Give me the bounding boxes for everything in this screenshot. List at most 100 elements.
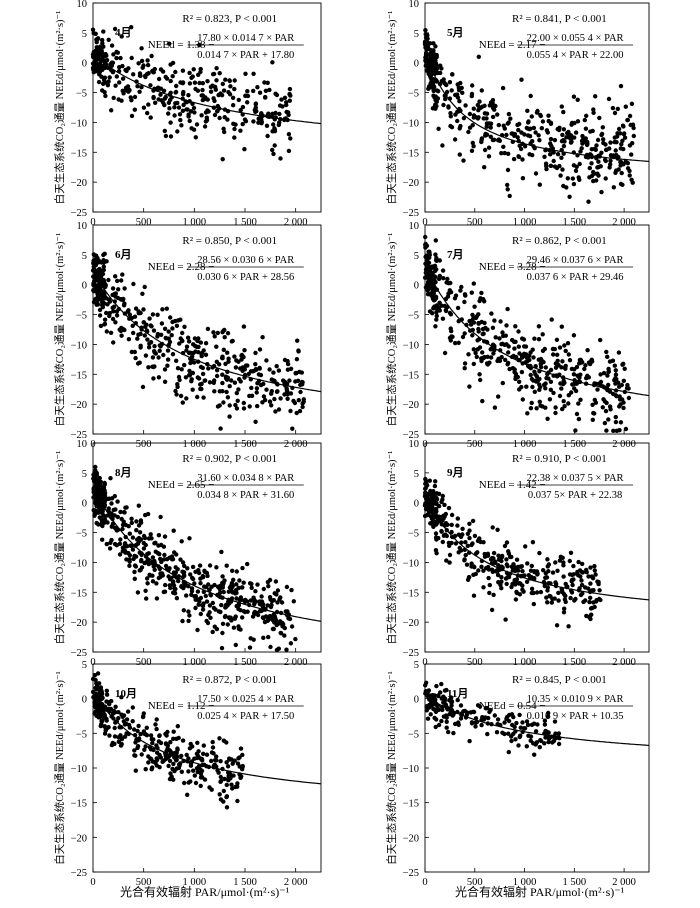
data-point — [171, 528, 176, 533]
data-point — [271, 151, 276, 157]
data-point — [528, 406, 534, 411]
data-point — [465, 710, 470, 715]
data-point — [467, 738, 472, 744]
data-point — [220, 372, 225, 377]
data-point — [268, 614, 273, 619]
data-point — [483, 325, 488, 331]
data-point — [153, 100, 158, 106]
data-point — [130, 323, 135, 328]
data-point — [474, 551, 479, 556]
data-point — [118, 509, 123, 515]
r-squared-label: R² = 0.862, P < 0.001 — [512, 235, 607, 247]
data-point — [91, 472, 96, 477]
data-point — [146, 760, 151, 765]
data-point — [425, 260, 431, 265]
data-point — [133, 306, 139, 311]
data-point — [183, 375, 189, 380]
data-point — [100, 271, 106, 277]
data-point — [610, 358, 616, 363]
data-point — [588, 129, 593, 134]
data-point — [142, 535, 148, 541]
data-point — [91, 64, 97, 69]
data-point — [233, 784, 238, 790]
data-point — [119, 695, 124, 700]
data-point — [561, 610, 567, 615]
data-point — [449, 125, 455, 130]
data-point — [556, 741, 562, 747]
data-point — [236, 585, 241, 591]
data-point — [494, 730, 500, 735]
data-point — [434, 313, 439, 319]
data-point — [438, 70, 443, 76]
data-point — [496, 137, 501, 142]
data-point — [111, 507, 116, 513]
data-point — [551, 352, 556, 357]
data-point — [255, 582, 260, 587]
data-point — [513, 354, 519, 360]
y-tick-label: −5 — [76, 529, 87, 540]
data-point — [468, 328, 473, 333]
data-point — [517, 592, 523, 597]
data-point — [561, 109, 566, 115]
month-label: 10月 — [115, 687, 137, 700]
data-point — [108, 476, 113, 481]
data-point — [591, 110, 596, 116]
data-point — [480, 398, 485, 404]
data-point — [170, 766, 175, 772]
y-tick-label: −10 — [71, 340, 87, 351]
data-point — [95, 299, 100, 304]
data-point — [293, 379, 298, 384]
data-point — [262, 397, 268, 403]
data-point — [198, 611, 203, 617]
data-point — [471, 572, 476, 577]
data-point — [491, 550, 497, 556]
data-point — [205, 326, 211, 332]
data-point — [455, 305, 461, 311]
data-point — [211, 96, 216, 101]
data-point — [251, 88, 256, 94]
data-point — [231, 577, 236, 582]
data-point — [593, 572, 598, 577]
r-squared-label: R² = 0.850, P < 0.001 — [182, 235, 277, 247]
month-label: 11月 — [447, 687, 468, 700]
data-point — [240, 615, 245, 620]
data-point — [156, 76, 162, 82]
data-point — [480, 715, 485, 720]
data-point — [161, 352, 166, 358]
data-point — [544, 575, 550, 580]
y-tick-label: −20 — [403, 178, 419, 189]
data-point — [590, 402, 595, 407]
data-point — [145, 337, 150, 342]
data-point — [282, 625, 287, 631]
data-point — [240, 565, 245, 571]
data-point — [267, 367, 272, 372]
data-point — [224, 760, 229, 765]
data-point — [479, 722, 484, 728]
data-point — [284, 584, 290, 590]
data-point — [608, 162, 613, 167]
data-point — [592, 411, 597, 416]
scatter-series — [90, 251, 306, 431]
data-point — [200, 603, 206, 609]
data-point — [595, 387, 600, 392]
data-point — [276, 122, 281, 128]
data-point — [501, 333, 506, 339]
data-point — [501, 144, 506, 149]
y-tick-label: −20 — [71, 400, 87, 411]
data-point — [256, 372, 262, 377]
data-point — [574, 411, 580, 417]
data-point — [506, 718, 512, 724]
data-point — [282, 633, 287, 638]
data-point — [241, 324, 247, 329]
data-point — [568, 550, 574, 555]
data-point — [203, 119, 209, 124]
data-point — [462, 331, 467, 336]
data-point — [623, 426, 629, 432]
data-point — [248, 598, 254, 603]
data-point — [91, 266, 97, 272]
data-point — [621, 405, 626, 411]
data-point — [439, 529, 444, 534]
data-point — [117, 80, 122, 85]
y-tick-label: 5 — [414, 469, 419, 480]
data-point — [198, 386, 203, 392]
